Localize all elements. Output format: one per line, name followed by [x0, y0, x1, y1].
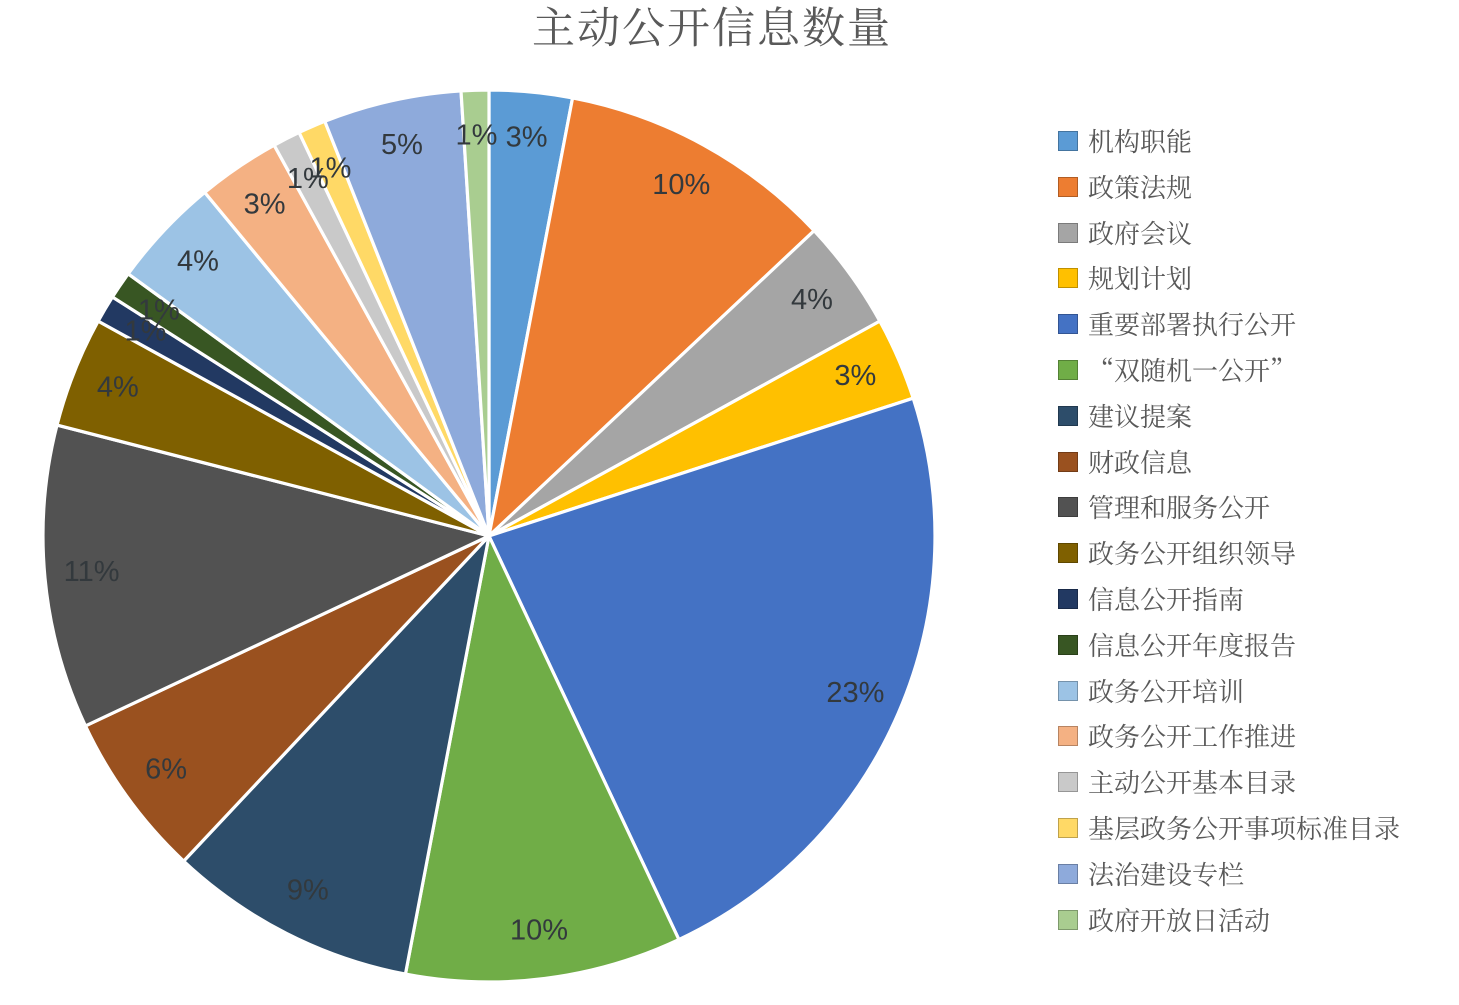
svg-text:23%: 23% — [826, 677, 884, 709]
svg-text:9%: 9% — [287, 874, 329, 906]
svg-text:6%: 6% — [145, 753, 187, 785]
svg-text:5%: 5% — [381, 129, 423, 161]
svg-text:1%: 1% — [138, 294, 180, 326]
svg-text:11%: 11% — [64, 556, 120, 588]
svg-text:3%: 3% — [834, 360, 876, 392]
svg-text:3%: 3% — [244, 189, 286, 221]
svg-text:10%: 10% — [652, 169, 710, 201]
svg-text:1%: 1% — [455, 120, 497, 152]
svg-text:10%: 10% — [510, 915, 568, 947]
svg-text:4%: 4% — [177, 245, 219, 277]
svg-text:1%: 1% — [310, 152, 352, 184]
svg-text:4%: 4% — [97, 372, 139, 404]
svg-text:3%: 3% — [506, 121, 548, 153]
svg-text:4%: 4% — [791, 284, 833, 316]
